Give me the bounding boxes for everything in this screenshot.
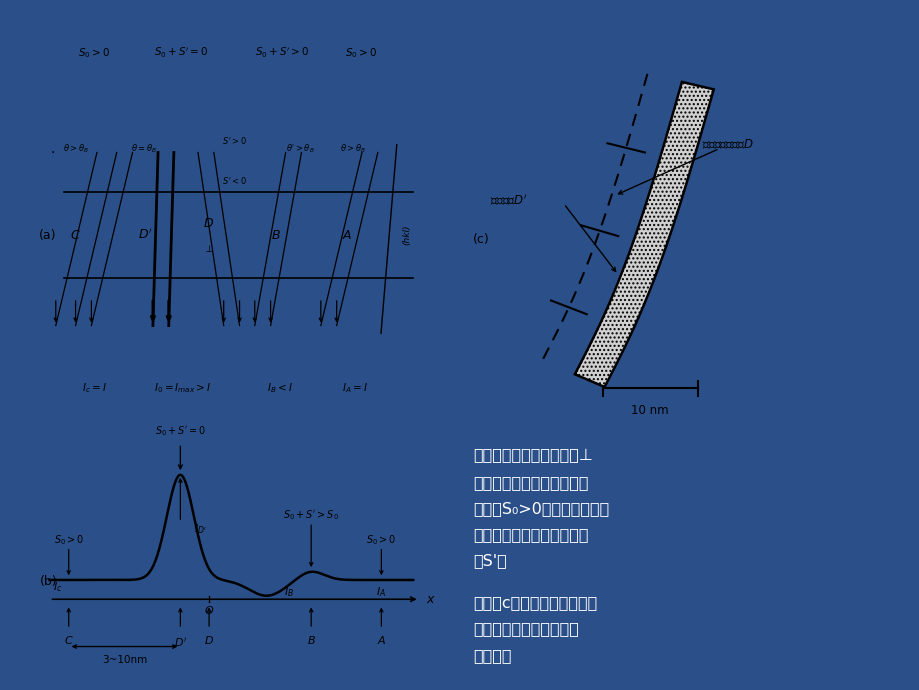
Text: C: C [70, 228, 79, 242]
Text: 10 nm: 10 nm [630, 404, 668, 417]
Text: $S_0>0$: $S_0>0$ [345, 46, 377, 60]
Text: 晶体中存在一个刀型位错⊥: 晶体中存在一个刀型位错⊥ [472, 448, 592, 464]
Text: (a): (a) [39, 228, 56, 242]
Text: $S_0>0$: $S_0>0$ [78, 46, 110, 60]
Text: $D'$: $D'$ [138, 228, 153, 242]
Text: $\theta'>\theta_B$: $\theta'>\theta_B$ [285, 142, 314, 155]
Text: $I_c=I$: $I_c=I$ [82, 382, 107, 395]
Text: A: A [343, 228, 351, 242]
Text: $S_0+S'=0$: $S_0+S'=0$ [153, 46, 209, 61]
Text: 差S'。: 差S'。 [472, 553, 506, 568]
Text: 如图（c）所示，在衍射像中: 如图（c）所示，在衍射像中 [472, 595, 596, 610]
Text: $x$: $x$ [425, 593, 436, 606]
Text: 的左侧。: 的左侧。 [472, 648, 511, 662]
Text: $\theta>\theta_B$: $\theta>\theta_B$ [63, 142, 89, 155]
Text: O: O [205, 606, 213, 615]
Text: .: . [51, 141, 55, 155]
Text: 位错像位于真实位错位置: 位错像位于真实位错位置 [472, 622, 578, 636]
Text: (c): (c) [472, 233, 489, 246]
Text: $I_A=I$: $I_A=I$ [342, 382, 368, 395]
Text: 3~10nm: 3~10nm [102, 656, 147, 665]
Text: 晶面畸变引入额外的附加偏: 晶面畸变引入额外的附加偏 [472, 527, 588, 542]
Text: $S'>0$: $S'>0$ [222, 135, 246, 146]
Text: $I_B<I$: $I_B<I$ [267, 382, 293, 395]
Polygon shape [574, 82, 713, 387]
Text: 位错线像$D'$: 位错线像$D'$ [490, 193, 528, 207]
Text: (b): (b) [40, 575, 58, 588]
Text: $S_0+S'=0$: $S_0+S'=0$ [154, 424, 206, 438]
Text: D: D [205, 636, 213, 646]
Text: 其晶面与布拉格条件的偏离: 其晶面与布拉格条件的偏离 [472, 475, 588, 490]
Text: (hkl): (hkl) [402, 225, 411, 246]
Text: 参量为S₀>0。位错线附近的: 参量为S₀>0。位错线附近的 [472, 501, 608, 516]
Text: $\theta=\theta_B$: $\theta=\theta_B$ [130, 142, 156, 155]
Text: $S_0+S'>S_0$: $S_0+S'>S_0$ [283, 509, 339, 522]
Text: $\perp$: $\perp$ [204, 244, 214, 255]
Text: A: A [377, 636, 385, 646]
Text: $S'<0$: $S'<0$ [222, 175, 246, 186]
Text: 位错线实际位置$D$: 位错线实际位置$D$ [701, 138, 754, 151]
Text: $I_A$: $I_A$ [376, 585, 386, 599]
Text: B: B [307, 636, 314, 646]
Text: $I_B$: $I_B$ [283, 585, 293, 599]
Text: B: B [271, 228, 280, 242]
Text: C: C [64, 636, 73, 646]
Text: $S_0>0$: $S_0>0$ [53, 533, 84, 546]
Text: $I_{D'}$: $I_{D'}$ [194, 522, 208, 536]
Text: $S_0>0$: $S_0>0$ [366, 533, 396, 546]
Text: $I_c$: $I_c$ [52, 580, 62, 594]
Text: $I_0=I_{max}>I$: $I_0=I_{max}>I$ [154, 382, 211, 395]
Text: $\theta>\theta_B$: $\theta>\theta_B$ [340, 142, 366, 155]
Text: D: D [204, 217, 213, 230]
Text: $D'$: $D'$ [174, 636, 187, 649]
Text: $S_0+S'>0$: $S_0+S'>0$ [255, 46, 309, 61]
